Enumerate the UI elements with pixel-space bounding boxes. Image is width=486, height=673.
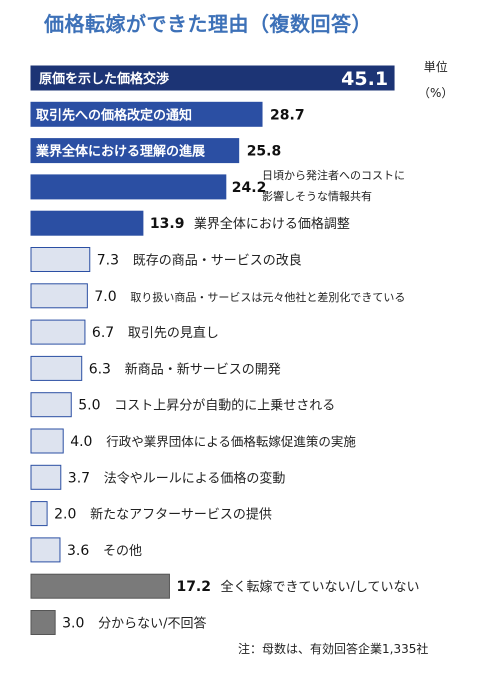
bar-10 [30,428,64,454]
category-label-7: 取引先の見直し [128,326,219,341]
category-label-3-line1: 日頃から発注者へのコストに [262,168,405,182]
value-label-4: 13.9 [150,216,185,232]
value-label-1: 28.7 [270,107,305,123]
bar-8 [30,355,83,381]
category-label-9: コスト上昇分が自動的に上乗せされる [114,398,335,414]
bar-11 [30,464,62,490]
bar-9 [30,392,72,418]
category-label-15: 分からない/不回答 [98,616,206,632]
category-label-1: 取引先への価格改定の通知 [36,107,192,123]
value-label-10: 4.0 [70,434,92,450]
unit-percent: （%） [418,86,454,100]
bar-1 [30,101,263,127]
category-label-5: 既存の商品・サービスの改良 [133,253,302,269]
bar-14 [30,573,170,599]
bar-12 [30,501,48,527]
category-label-11: 法令やルールによる価格の変動 [104,470,286,486]
category-label-2: 業界全体における理解の進展 [35,144,206,160]
value-label-5: 7.3 [97,253,119,269]
category-label-4: 業界全体における価格調整 [194,216,350,232]
unit-label-text: 単位 [423,60,448,74]
chart-title: 価格転嫁ができた理由（複数回答） [44,12,372,36]
value-label-15: 3.0 [62,616,84,632]
category-label-0: 原価を示した価格交渉 [39,71,169,87]
category-label-14: 全く転嫁できていない/していない [220,579,419,595]
value-label-2: 25.8 [247,144,282,160]
bar-5 [30,247,91,272]
bar-0 [30,65,395,91]
value-label-12: 2.0 [54,507,76,523]
value-label-14: 17.2 [176,579,211,595]
value-label-11: 3.7 [68,470,90,486]
value-label-8: 6.3 [89,361,111,377]
category-label-13: その他 [103,544,142,559]
bar-7 [30,319,86,345]
bar-4 [30,210,144,236]
category-label-10: 行政や業界団体による価格転嫁促進策の実施 [106,434,356,449]
unit-label: 単位 （%） [418,54,453,106]
category-label-8: 新商品・新サービスの開発 [125,361,281,377]
category-label-12: 新たなアフターサービスの提供 [90,507,272,523]
category-label-3-line2: 影響しそうな情報共有 [262,189,372,203]
value-label-6: 7.0 [94,289,116,305]
chart-note: 注：母数は、有効回答企業1,335社 [238,642,429,656]
value-label-3: 24.2 [232,180,267,196]
bar-13 [30,537,61,563]
value-label-0: 45.1 [341,68,388,90]
value-label-9: 5.0 [78,398,100,414]
bar-6 [30,283,88,309]
value-label-13: 3.6 [67,543,89,559]
value-label-7: 6.7 [92,325,114,341]
bar-2 [30,138,240,164]
bar-3 [30,174,227,200]
category-label-6: 取り扱い商品・サービスは元々他社と差別化できている [130,290,405,304]
bar-15 [30,610,56,635]
